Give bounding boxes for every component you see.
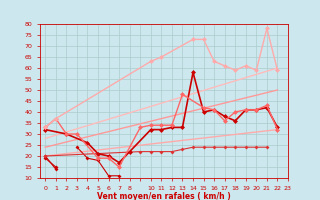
X-axis label: Vent moyen/en rafales ( km/h ): Vent moyen/en rafales ( km/h ) (97, 192, 231, 200)
